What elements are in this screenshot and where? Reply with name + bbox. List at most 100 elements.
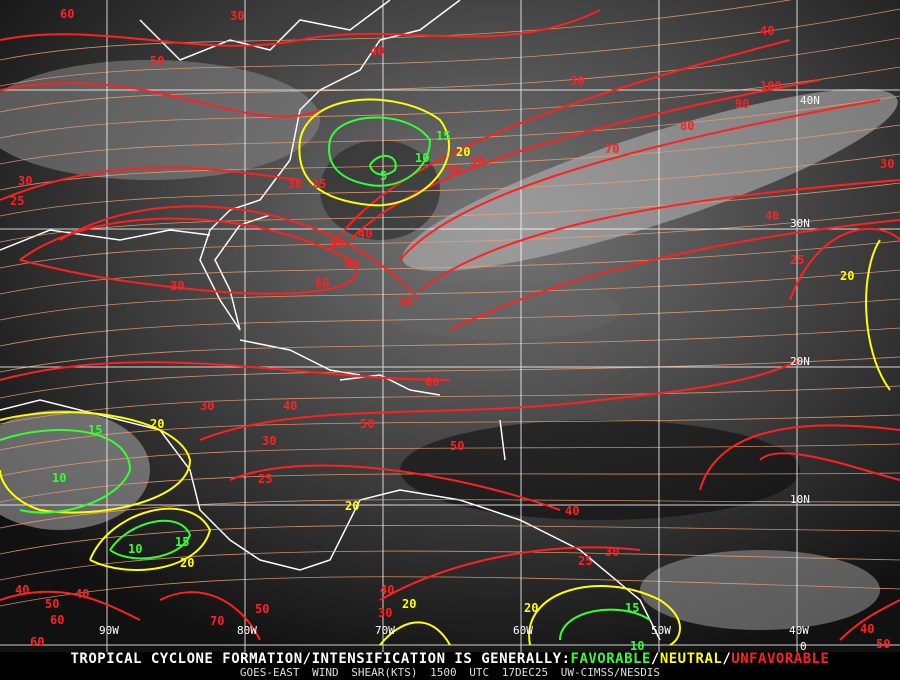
coastlines [0, 0, 661, 641]
streamline [0, 356, 900, 399]
contour-label: 20 [150, 417, 164, 431]
contour-label: 40 [860, 622, 874, 636]
contour-label: 25 [790, 253, 804, 267]
latitude-label: 0 [800, 640, 807, 652]
contour-label: 60 [425, 375, 439, 389]
headline: TROPICAL CYCLONE FORMATION/INTENSIFICATI… [0, 652, 900, 667]
contour-label: 30 [230, 9, 244, 23]
longitude-label: 80W [237, 624, 257, 637]
favorable-contour [328, 116, 432, 187]
contour-label: 15 [175, 535, 189, 549]
contour-label: 80 [680, 119, 694, 133]
favorable-contour [369, 155, 397, 176]
contour-label: 30 [570, 74, 584, 88]
lat-lon-grid [0, 0, 900, 652]
contour-label: 60 [50, 613, 64, 627]
contour-label: 10 [128, 542, 142, 556]
contour-label: 10 [630, 639, 644, 652]
neutral-contour [298, 98, 451, 207]
contour-label: 50 [876, 637, 890, 651]
separator: / [722, 651, 732, 667]
contour-label: 20 [840, 269, 854, 283]
contour-label: 100 [760, 79, 782, 93]
contour-label: 10 [415, 151, 429, 165]
unfavorable-contour [449, 219, 900, 331]
contour-label: 60 [60, 7, 74, 21]
contour-label: 40 [370, 44, 384, 58]
contour-label: 40 [380, 583, 394, 597]
latitude-label: 20N [790, 355, 810, 368]
neutral-label: NEUTRAL [659, 651, 723, 667]
unfavorable-contour [199, 359, 801, 441]
unfavorable-contour [159, 591, 261, 641]
contour-label: 50 [150, 54, 164, 68]
streamline [0, 385, 900, 425]
contour-label: 15 [88, 423, 102, 437]
streamline [0, 327, 900, 373]
contour-label: 30 [288, 177, 302, 191]
contour-label: 40 [565, 504, 579, 518]
streamline [0, 269, 900, 321]
contour-label: 40 [283, 399, 297, 413]
unfavorable-contour [329, 39, 791, 251]
streamline [0, 8, 900, 87]
unfavorable-contour [349, 79, 821, 241]
valid-time: 1500 UTC [430, 666, 490, 679]
source: UW-CIMSS/NESDIS [560, 666, 661, 679]
contour-label: 70 [210, 614, 224, 628]
contour-label: 30 [18, 174, 32, 188]
contour-label: 30 [470, 154, 484, 168]
contour-label: 25 [312, 177, 326, 191]
neutral-contour [865, 239, 891, 391]
favorable-contour [109, 519, 192, 560]
contour-label: 30 [262, 434, 276, 448]
contour-label: 30 [170, 279, 184, 293]
unfavorable-contour [229, 464, 561, 511]
contour-label: 20 [402, 597, 416, 611]
contour-label: 50 [450, 439, 464, 453]
unfavorable-contour [0, 82, 321, 118]
contour-label: 10 [52, 471, 66, 485]
streamline [0, 443, 900, 477]
shear-contours [0, 9, 900, 646]
contour-label: 20 [456, 145, 470, 159]
streamline [0, 576, 900, 607]
contour-label: 50 [330, 237, 344, 251]
contour-label: 40 [760, 24, 774, 38]
contour-label: 40 [765, 209, 779, 223]
contour-label: 50 [45, 597, 59, 611]
unfavorable-contour [419, 179, 900, 291]
contour-label: 25 [578, 554, 592, 568]
streamline [0, 472, 900, 503]
contour-label: 60 [345, 257, 359, 271]
unfavorable-contour [19, 217, 358, 295]
unfavorable-contour [59, 205, 421, 301]
neutral-contour [0, 411, 192, 514]
unfavorable-contour [789, 227, 900, 301]
contour-label: 5 [380, 169, 387, 183]
longitude-label: 90W [99, 624, 119, 637]
streamline [0, 550, 900, 581]
contour-label: 20 [345, 499, 359, 513]
contour-label: 60 [315, 276, 329, 290]
contour-label: 30 [200, 399, 214, 413]
unfavorable-contour [0, 9, 601, 47]
streamline [0, 524, 900, 555]
contour-label: 30 [880, 157, 894, 171]
product-name: GOES-EAST WIND SHEAR(KTS) [239, 666, 418, 679]
streamline [0, 0, 792, 61]
contour-label: 30 [378, 606, 392, 620]
streamline [0, 298, 900, 347]
unfavorable-contour [0, 590, 141, 621]
headline-prefix: TROPICAL CYCLONE FORMATION/INTENSIFICATI… [70, 651, 571, 667]
favorable-contour [0, 429, 132, 514]
neutral-contour [528, 585, 681, 646]
longitude-label: 60W [513, 624, 533, 637]
favorable-label: FAVORABLE [570, 651, 651, 667]
neutral-contour [89, 507, 212, 571]
unfavorable-contour [839, 599, 900, 641]
unfavorable-contour [0, 361, 451, 381]
contour-label: 40 [15, 583, 29, 597]
unfavorable-contour [379, 546, 641, 601]
